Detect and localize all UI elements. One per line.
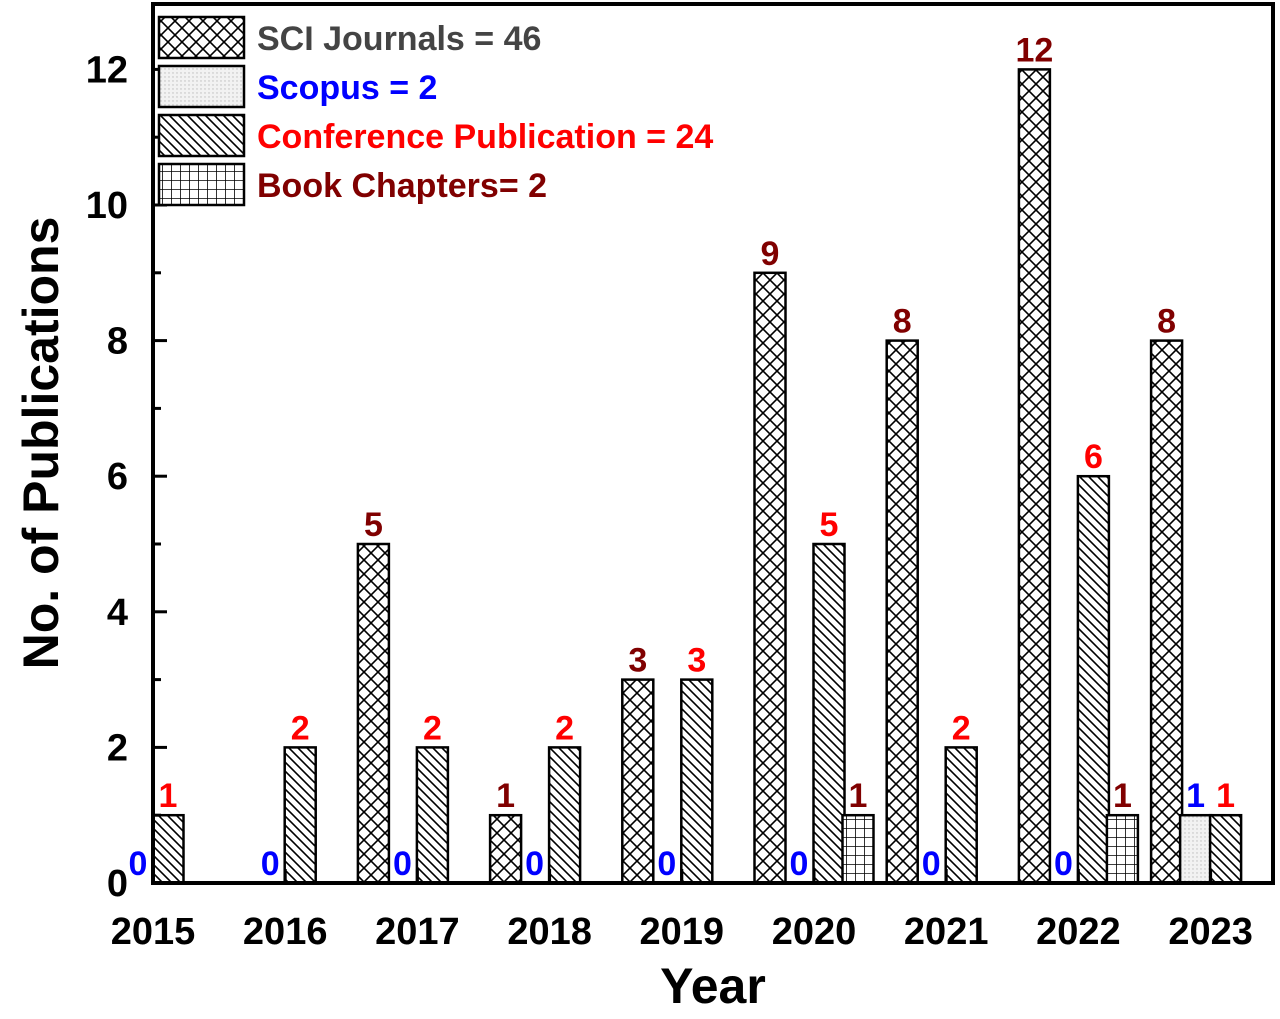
- plot-frame: [151, 2, 1275, 885]
- y-tick-label: 4: [107, 592, 128, 634]
- x-tick-label: 2015: [111, 911, 196, 953]
- legend-swatch-grid: [157, 162, 246, 207]
- x-tick-label: 2019: [640, 911, 725, 953]
- y-tick-label: 2: [107, 727, 128, 769]
- data-label-diagonal-2017: 2: [423, 709, 442, 747]
- bar-crosshatch-2017: [356, 542, 391, 885]
- data-label-dots-2018: 0: [525, 845, 544, 883]
- data-label-diagonal-2023: 1: [1216, 777, 1235, 815]
- data-label-dots-2023: 1: [1186, 777, 1205, 815]
- bar-dots-2023: [1178, 813, 1213, 885]
- bars-layer: [151, 68, 1243, 885]
- x-axis-title: Year: [660, 958, 766, 1014]
- data-label-diagonal-2018: 2: [555, 709, 574, 747]
- y-tick-label: 10: [86, 185, 128, 227]
- data-label-dots-2017: 0: [393, 845, 412, 883]
- data-label-crosshatch-2021: 8: [893, 303, 912, 341]
- bar-diagonal-2016: [283, 746, 317, 885]
- y-axis-title: No. of Publications: [13, 217, 69, 670]
- legend-swatch-dots: [157, 64, 246, 109]
- data-label-dots-2019: 0: [657, 845, 676, 883]
- bar-diagonal-2022: [1076, 474, 1111, 885]
- y-tick-label: 12: [86, 49, 128, 91]
- data-label-grid-2020: 1: [849, 777, 868, 815]
- legend-swatch-diagonal: [157, 113, 246, 158]
- x-axis: 2015 2016 2017 2018 2019 2020 2021 2022 2023: [111, 869, 1253, 953]
- x-tick-label: 2022: [1036, 911, 1121, 953]
- data-label-diagonal-2019: 3: [687, 642, 706, 680]
- data-label-dots-2021: 0: [922, 845, 941, 883]
- data-label-crosshatch-2020: 9: [761, 235, 780, 273]
- y-tick-label: 0: [107, 863, 128, 905]
- data-label-diagonal-2021: 2: [952, 709, 971, 747]
- legend-swatch-crosshatch: [157, 15, 246, 60]
- y-tick-label: 8: [107, 321, 128, 363]
- data-label-grid-2022: 1: [1113, 777, 1132, 815]
- bar-crosshatch-2022: [1017, 68, 1052, 885]
- bar-grid-2022: [1105, 813, 1140, 885]
- bar-diagonal-2023: [1208, 813, 1243, 885]
- legend-label-crosshatch: SCI Journals = 46: [257, 20, 541, 58]
- data-label-crosshatch-2017: 5: [364, 506, 383, 544]
- bar-diagonal-2017: [415, 746, 450, 885]
- data-label-crosshatch-2018: 1: [496, 777, 515, 815]
- bar-crosshatch-2023: [1149, 339, 1184, 885]
- x-tick-label: 2021: [904, 911, 989, 953]
- data-label-crosshatch-2022: 12: [1015, 31, 1053, 69]
- y-axis: 0 2 4 6 8 10 12: [86, 49, 167, 905]
- data-label-dots-2015: 0: [129, 845, 148, 883]
- data-label-diagonal-2020: 5: [820, 506, 839, 544]
- bar-diagonal-2021: [944, 746, 978, 885]
- data-label-dots-2020: 0: [790, 845, 809, 883]
- bar-grid-2020: [841, 813, 875, 885]
- x-tick-label: 2018: [507, 911, 592, 953]
- x-tick-label: 2020: [772, 911, 857, 953]
- data-label-diagonal-2016: 2: [291, 709, 310, 747]
- legend-label-grid: Book Chapters= 2: [257, 167, 547, 205]
- bar-diagonal-2019: [680, 678, 714, 885]
- bar-diagonal-2018: [547, 746, 582, 885]
- data-label-crosshatch-2019: 3: [628, 642, 647, 680]
- bar-crosshatch-2021: [885, 339, 919, 885]
- bar-crosshatch-2019: [621, 678, 655, 885]
- y-tick-label: 6: [107, 456, 128, 498]
- data-label-dots-2016: 0: [261, 845, 280, 883]
- data-label-diagonal-2015: 1: [159, 777, 178, 815]
- data-label-crosshatch-2023: 8: [1157, 303, 1176, 341]
- bar-crosshatch-2020: [753, 271, 787, 885]
- x-tick-label: 2023: [1168, 911, 1253, 953]
- x-tick-label: 2016: [243, 911, 328, 953]
- legend-label-diagonal: Conference Publication = 24: [257, 118, 713, 156]
- data-label-diagonal-2022: 6: [1084, 438, 1103, 476]
- bar-diagonal-2015: [151, 813, 185, 885]
- data-label-dots-2022: 0: [1054, 845, 1073, 883]
- x-tick-label: 2017: [375, 911, 460, 953]
- bar-diagonal-2020: [812, 542, 846, 885]
- legend: SCI Journals = 46 Scopus = 2 Conference Pu…: [157, 15, 713, 207]
- legend-label-dots: Scopus = 2: [257, 69, 437, 107]
- bar-crosshatch-2018: [488, 813, 523, 885]
